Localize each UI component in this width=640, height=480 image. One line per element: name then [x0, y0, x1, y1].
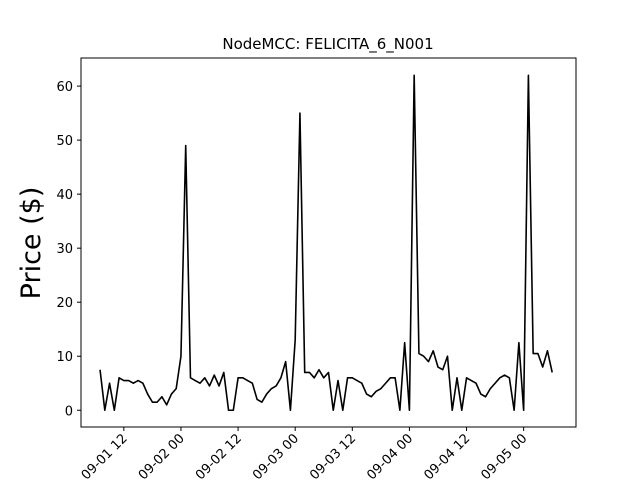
y-tick-label: 30 [56, 242, 73, 257]
x-tick-label: 09-01 12 [79, 431, 131, 480]
y-tick-label: 0 [65, 404, 73, 419]
y-tick-label: 20 [56, 296, 73, 311]
x-tick-label: 09-04 12 [421, 431, 473, 480]
x-tick-label: 09-03 00 [250, 431, 302, 480]
x-tick-label: 09-04 00 [364, 431, 416, 480]
x-tick-label: 09-02 12 [193, 431, 245, 480]
plot-frame [80, 57, 577, 428]
y-tick-label: 10 [56, 350, 73, 365]
y-tick-label: 50 [56, 134, 73, 149]
price-line [99, 74, 553, 412]
y-tick-label: 60 [56, 80, 73, 95]
y-axis-label: Price ($) [16, 187, 47, 300]
x-tick-label: 09-03 12 [307, 431, 359, 480]
x-tick-label: 09-02 00 [136, 431, 188, 480]
x-tick-label: 09-05 00 [479, 431, 531, 480]
y-tick-label: 40 [56, 188, 73, 203]
chart-title: NodeMCC: FELICITA_6_N001 [222, 35, 433, 54]
